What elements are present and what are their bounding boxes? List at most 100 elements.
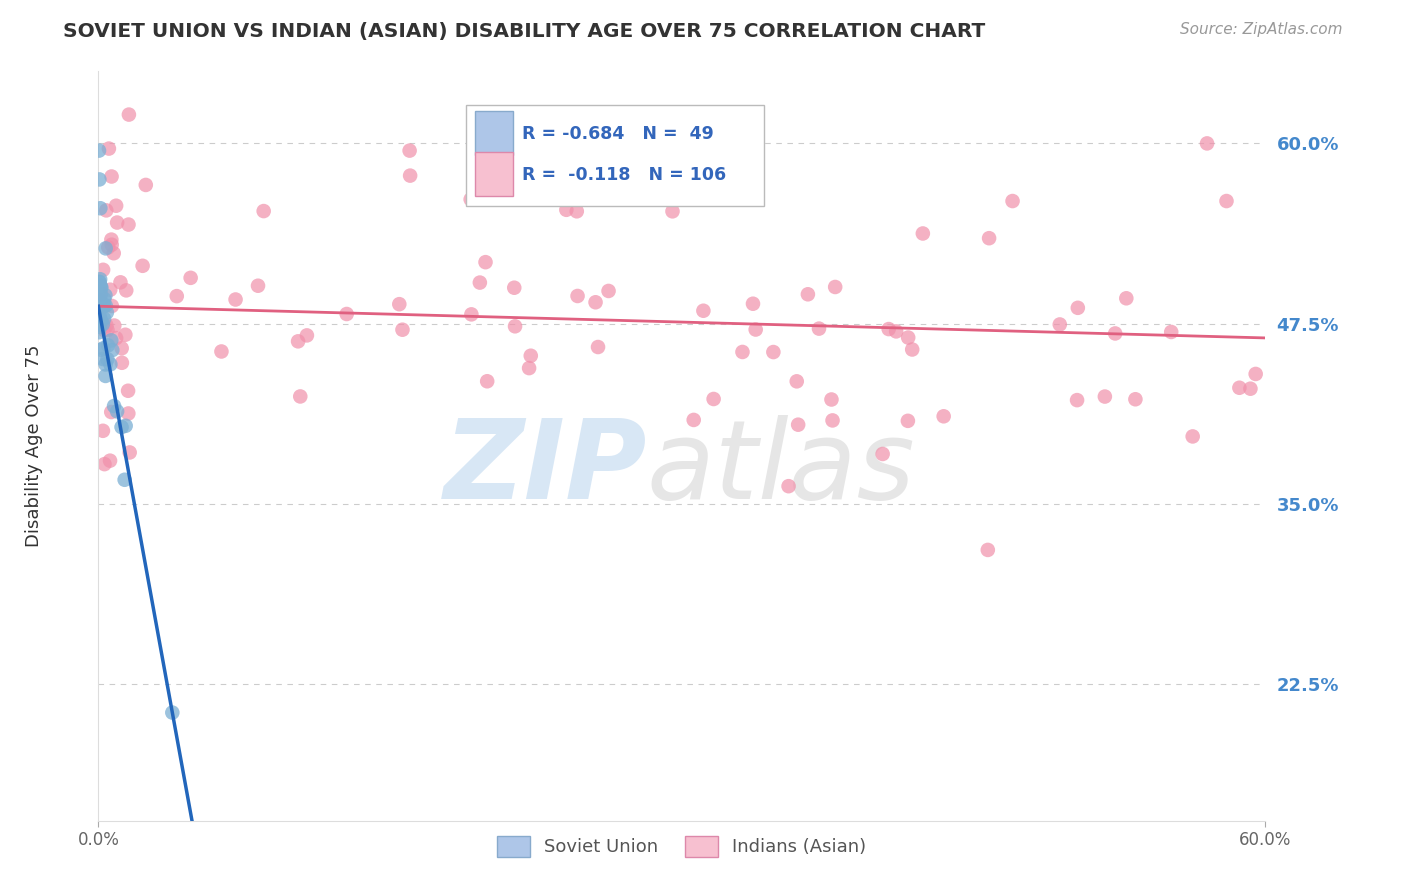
Point bbox=[89, 309, 111, 323]
Point bbox=[1181, 429, 1204, 443]
Point bbox=[89, 275, 111, 289]
Point bbox=[388, 297, 411, 311]
Point bbox=[105, 199, 128, 213]
Point bbox=[97, 338, 120, 352]
Point bbox=[565, 204, 588, 219]
Point bbox=[1227, 381, 1250, 395]
Point bbox=[598, 284, 620, 298]
Point bbox=[468, 276, 491, 290]
Point bbox=[90, 280, 112, 294]
Point bbox=[1115, 291, 1137, 305]
Point bbox=[336, 307, 359, 321]
Point bbox=[87, 325, 110, 339]
Point bbox=[87, 295, 110, 310]
Point bbox=[93, 457, 115, 471]
Point bbox=[89, 292, 111, 306]
Point bbox=[787, 417, 810, 432]
Text: ZIP: ZIP bbox=[443, 415, 647, 522]
Point bbox=[1104, 326, 1126, 341]
Point bbox=[90, 288, 112, 302]
Point bbox=[1195, 136, 1218, 151]
Point bbox=[821, 413, 844, 427]
Point bbox=[89, 172, 111, 186]
Point bbox=[91, 262, 114, 277]
Point bbox=[105, 404, 128, 418]
Point bbox=[797, 287, 820, 301]
Point bbox=[661, 204, 683, 219]
FancyBboxPatch shape bbox=[465, 105, 763, 206]
Point bbox=[460, 307, 482, 321]
Point bbox=[91, 317, 114, 331]
Point bbox=[90, 286, 112, 301]
Point bbox=[96, 305, 118, 319]
Point bbox=[162, 706, 184, 720]
Point bbox=[89, 318, 111, 332]
Point bbox=[111, 356, 134, 370]
Point bbox=[807, 321, 830, 335]
Point bbox=[131, 259, 153, 273]
Point bbox=[503, 319, 526, 334]
Point bbox=[87, 144, 110, 158]
Point bbox=[87, 275, 110, 289]
Point bbox=[114, 473, 136, 487]
Point bbox=[742, 297, 765, 311]
Point bbox=[1001, 194, 1024, 208]
Point bbox=[211, 344, 233, 359]
Point bbox=[225, 293, 247, 307]
FancyBboxPatch shape bbox=[475, 112, 513, 155]
Point bbox=[295, 328, 318, 343]
Legend: Soviet Union, Indians (Asian): Soviet Union, Indians (Asian) bbox=[491, 829, 873, 864]
Point bbox=[1066, 393, 1088, 408]
Point bbox=[474, 255, 496, 269]
Point bbox=[567, 289, 589, 303]
Point bbox=[901, 343, 924, 357]
Point bbox=[90, 281, 112, 295]
Point bbox=[117, 384, 139, 398]
Point bbox=[872, 447, 894, 461]
Point bbox=[100, 334, 122, 348]
Point bbox=[692, 303, 714, 318]
Point bbox=[180, 270, 202, 285]
Point bbox=[1067, 301, 1090, 315]
Point bbox=[100, 169, 122, 184]
Point bbox=[101, 343, 124, 357]
Point bbox=[100, 233, 122, 247]
Point bbox=[97, 240, 120, 254]
Point bbox=[1215, 194, 1237, 208]
Point bbox=[103, 318, 125, 333]
Point bbox=[91, 424, 114, 438]
Point bbox=[111, 341, 134, 355]
Point bbox=[135, 178, 157, 192]
Point bbox=[820, 392, 842, 407]
Point bbox=[117, 218, 139, 232]
Point bbox=[166, 289, 188, 303]
Point bbox=[247, 278, 270, 293]
Point bbox=[91, 300, 114, 314]
Point bbox=[460, 192, 482, 206]
Point bbox=[503, 281, 526, 295]
Point bbox=[399, 169, 422, 183]
Point bbox=[105, 331, 128, 345]
FancyBboxPatch shape bbox=[475, 153, 513, 196]
Point bbox=[89, 278, 111, 293]
Point bbox=[97, 142, 120, 156]
Point bbox=[94, 368, 117, 383]
Point bbox=[398, 144, 420, 158]
Point bbox=[118, 445, 141, 459]
Point bbox=[100, 405, 122, 419]
Point bbox=[87, 301, 110, 315]
Point bbox=[977, 231, 1000, 245]
Point bbox=[96, 318, 118, 333]
Point bbox=[93, 299, 115, 313]
Point bbox=[93, 311, 115, 326]
Text: R = -0.684   N =  49: R = -0.684 N = 49 bbox=[522, 125, 714, 143]
Point bbox=[117, 407, 139, 421]
Point bbox=[977, 543, 1000, 558]
Point bbox=[96, 203, 118, 218]
Point bbox=[253, 204, 276, 219]
Point bbox=[100, 357, 122, 371]
Point bbox=[115, 284, 138, 298]
Point bbox=[932, 409, 955, 424]
Point bbox=[110, 276, 132, 290]
Point bbox=[89, 319, 111, 334]
